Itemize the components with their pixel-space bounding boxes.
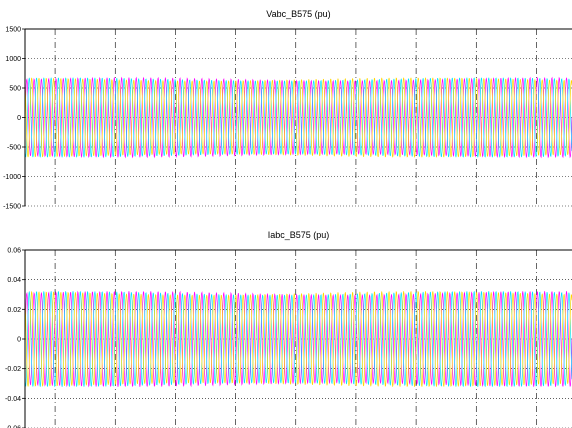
signal-trace-1 [24,290,572,388]
signal-trace-2 [24,291,572,387]
y-tick-label: -0.02 [5,366,21,373]
plot-title: Vabc_B575 (pu) [266,9,330,19]
y-tick-label: -0.06 [5,426,21,428]
plot-1: Vabc_B575 (pu) 1500 1000 500 0 -500 -1000 -1500 [3,9,572,211]
signal-trace-3 [24,291,572,387]
y-tick-label: 0.02 [7,307,21,314]
y-tick-label: 1500 [5,27,21,34]
plot-2: Iabc_B575 (pu) 0.06 0.04 0.02 0 -0.02 -0.04 -0.… [5,230,572,428]
y-tick-label: -0.04 [5,396,21,403]
signal-trace-2 [24,77,572,158]
y-tick-label: 0.06 [7,248,21,255]
signal-trace-3 [24,77,572,158]
y-tick-label: 0 [17,337,21,344]
y-tick-label: -500 [7,145,21,152]
y-tick-label: -1000 [3,174,21,181]
y-tick-label: 1000 [5,56,21,63]
y-tick-label: 0.04 [7,277,21,284]
y-tick-label: -1500 [3,204,21,211]
y-tick-label: 500 [9,86,21,93]
plot-title: Iabc_B575 (pu) [268,230,330,240]
y-tick-label: 0 [17,115,21,122]
signal-trace-1 [24,76,572,159]
